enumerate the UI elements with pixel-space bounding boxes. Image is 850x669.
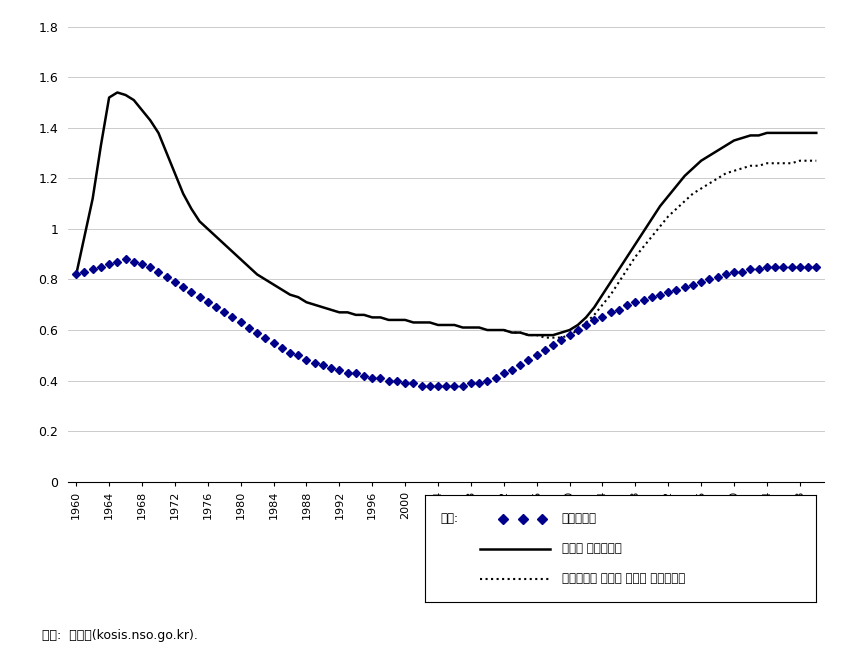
Text: 범레:: 범레: <box>440 512 459 525</box>
Text: 인구부양비: 인구부양비 <box>562 512 597 525</box>
Text: 조정된 인구부양비: 조정된 인구부양비 <box>562 542 621 555</box>
Text: 자료:  통계청(kosis.nso.go.kr).: 자료: 통계청(kosis.nso.go.kr). <box>42 630 198 642</box>
Text: 정책목표를 강안한 조정된 인구부양비: 정책목표를 강안한 조정된 인구부양비 <box>562 572 685 585</box>
